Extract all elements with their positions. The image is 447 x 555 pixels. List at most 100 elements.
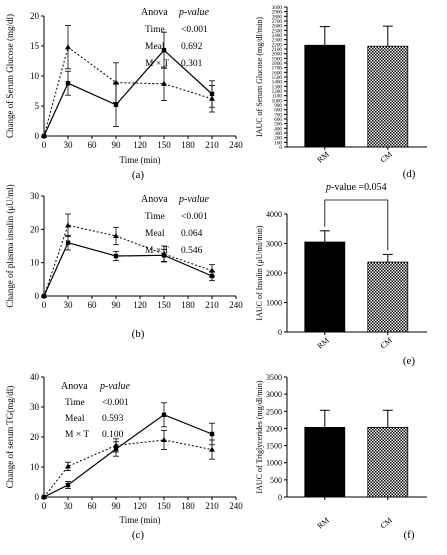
y-tick-label: 300 <box>274 131 282 137</box>
y-tick-label: 10 <box>30 462 40 472</box>
y-tick-label: 20 <box>30 224 40 234</box>
y-tick-label: 2500 <box>266 407 282 416</box>
data-point-triangle <box>161 251 167 256</box>
x-tick-label: 120 <box>133 501 147 511</box>
y-tick-label: 2400 <box>272 33 283 39</box>
y-tick-label: 600 <box>274 117 282 123</box>
y-tick-label: 5 <box>35 101 40 111</box>
x-tick-label: 30 <box>64 300 74 310</box>
data-point-square <box>65 482 71 488</box>
y-tick-label: 2100 <box>272 47 283 53</box>
x-axis-label: Time (min) <box>120 515 161 525</box>
x-tick-label: 90 <box>112 501 122 511</box>
bar-rm <box>304 426 346 498</box>
y-tick-label: 1700 <box>272 66 283 72</box>
x-tick-label: 240 <box>229 300 243 310</box>
x-tick-label: 210 <box>205 501 219 511</box>
x-tick-label: 60 <box>88 501 98 511</box>
stats-header: p-value <box>99 381 131 392</box>
stats-value: 0.692 <box>181 42 203 52</box>
y-axis-label: Change of serum TG(mg/dl) <box>5 386 15 489</box>
x-tick-label: 60 <box>88 300 98 310</box>
x-tick-label: 90 <box>112 140 122 150</box>
y-tick-label: 2000 <box>266 269 282 278</box>
y-tick-label: 0 <box>278 328 282 337</box>
x-tick-label: 240 <box>229 140 243 150</box>
y-tick-label: 0 <box>279 145 282 151</box>
y-tick-label: 2800 <box>272 14 283 20</box>
significance-annotation: p-value =0.054 <box>325 182 387 193</box>
panel-label: (d) <box>403 168 416 180</box>
stats-header: Anova <box>61 381 88 392</box>
y-tick-label: 15 <box>30 41 40 51</box>
x-tick-label: 150 <box>157 300 171 310</box>
series-line-dashed <box>43 439 213 498</box>
y-tick-label: 1900 <box>272 56 283 62</box>
x-tick-label: 120 <box>133 140 147 150</box>
data-point-square <box>209 431 215 437</box>
y-tick-label: 100 <box>274 140 282 146</box>
x-tick-label: 210 <box>205 140 219 150</box>
bar-cm <box>367 261 409 333</box>
category-label: CM <box>379 516 394 531</box>
panel-d: 0100200300400500600700800900100011001200… <box>255 5 427 180</box>
y-tick-label: 40 <box>30 372 40 382</box>
panel-c: 0 10 20 30 40 0 30 60 90 120 150 180 210 240 Time (min… <box>5 372 243 541</box>
y-tick-label: 1000 <box>272 98 283 104</box>
y-tick-label: 2900 <box>272 10 283 16</box>
y-tick-label: 200 <box>274 136 282 142</box>
y-tick-label: 1500 <box>272 75 283 81</box>
category-label: RM <box>316 516 331 531</box>
data-point-triangle <box>209 267 215 273</box>
data-point-triangle <box>65 44 71 50</box>
y-tick-label: 0 <box>35 131 40 141</box>
y-tick-label: 4000 <box>266 210 282 219</box>
x-tick-label: 0 <box>42 300 47 310</box>
x-tick-label: 90 <box>112 300 122 310</box>
data-point-triangle <box>41 293 47 298</box>
bar-rm <box>304 241 346 333</box>
data-point-triangle <box>161 437 167 442</box>
stats-header: Anova <box>141 194 168 205</box>
stats-value: 0.064 <box>181 229 203 239</box>
data-point-triangle <box>41 494 47 499</box>
y-tick-label: 3000 <box>272 5 283 11</box>
stats-label: Time <box>65 398 85 408</box>
stats-label: Meal <box>65 414 85 424</box>
x-tick-label: 150 <box>157 140 171 150</box>
panel-label: (a) <box>132 169 145 181</box>
y-axis-label: Change of plasma insulin (μU/ml) <box>5 184 15 307</box>
x-tick-label: 180 <box>181 140 195 150</box>
stats-label: M × T <box>145 59 169 69</box>
y-tick-label: 2200 <box>272 42 283 48</box>
stats-label: Meal <box>145 229 165 239</box>
y-axis-label: Change of Serum Glucose (mg/dl) <box>5 14 15 138</box>
category-label: RM <box>316 336 331 351</box>
data-point-triangle <box>113 233 119 238</box>
panel-b: 0 10 20 30 0 30 60 90 120 150 180 210 240 Change of p… <box>5 184 243 340</box>
bar-cm <box>367 426 409 498</box>
y-tick-label: 400 <box>274 126 282 132</box>
x-axis-label: Time (min) <box>120 155 161 165</box>
x-tick-label: 240 <box>229 501 243 511</box>
panel-label: (c) <box>132 529 145 541</box>
data-point-triangle <box>113 79 119 85</box>
y-tick-label: 3000 <box>266 240 282 249</box>
data-point-square <box>161 48 167 53</box>
stats-label: Time <box>145 212 165 222</box>
data-point-triangle <box>161 80 167 86</box>
x-tick-label: 0 <box>42 140 47 150</box>
data-point-triangle <box>209 95 215 101</box>
y-tick-label: 2600 <box>272 24 283 30</box>
stats-label: M × T <box>145 246 169 256</box>
stats-label: Meal <box>145 42 165 52</box>
y-tick-label: 2300 <box>272 38 283 44</box>
y-tick-label: 900 <box>274 103 282 109</box>
y-tick-label: 30 <box>30 191 40 201</box>
data-point-triangle <box>41 133 47 138</box>
y-tick-label: 0 <box>278 493 282 502</box>
x-tick-label: 180 <box>181 501 195 511</box>
y-axis-label: IAUC of Serum Glucose (mg/dl/min) <box>255 17 264 137</box>
